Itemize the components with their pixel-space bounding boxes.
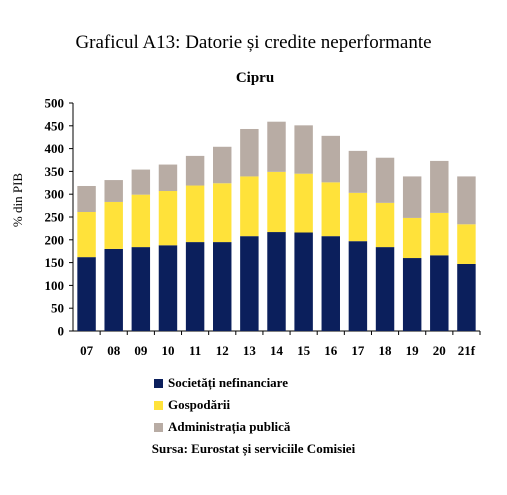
x-tick-label: 09 xyxy=(134,343,148,358)
bar-government-19 xyxy=(402,176,422,218)
y-tick-label: 300 xyxy=(45,187,65,202)
bar-nonfinancial-09 xyxy=(131,247,151,331)
y-tick-label: 200 xyxy=(45,232,65,247)
bar-households-17 xyxy=(348,192,368,242)
x-tick-label: 12 xyxy=(216,343,229,358)
x-tick-label: 08 xyxy=(107,343,121,358)
bar-households-07 xyxy=(77,211,96,258)
bar-government-16 xyxy=(321,135,340,183)
bar-nonfinancial-12 xyxy=(213,242,232,331)
bar-households-16 xyxy=(321,182,340,237)
bar-households-18 xyxy=(375,202,395,248)
legend-label-government: Administrația publică xyxy=(168,419,291,434)
y-tick-label: 400 xyxy=(45,141,65,156)
bar-nonfinancial-15 xyxy=(294,232,313,331)
x-tick-label: 07 xyxy=(80,343,94,358)
bar-households-21f xyxy=(457,224,476,264)
legend-item-nonfinancial: Societăți nefinanciare xyxy=(154,372,290,394)
x-tick-label: 18 xyxy=(379,343,393,358)
y-tick-label: 450 xyxy=(45,118,65,133)
x-tick-label: 20 xyxy=(433,343,446,358)
bar-government-07 xyxy=(77,185,96,212)
legend-swatch-households xyxy=(154,400,163,410)
bar-government-08 xyxy=(104,180,123,202)
bar-households-09 xyxy=(131,194,151,248)
bar-government-21f xyxy=(457,176,476,225)
legend-item-households: Gospodării xyxy=(154,394,290,416)
bars-group xyxy=(77,121,476,331)
bar-households-20 xyxy=(430,212,449,256)
y-tick-label: 500 xyxy=(45,96,65,111)
bar-government-10 xyxy=(158,164,178,192)
bar-households-08 xyxy=(104,201,123,249)
x-tick-label: 16 xyxy=(324,343,338,358)
bar-nonfinancial-10 xyxy=(158,245,178,331)
bar-government-12 xyxy=(213,146,232,184)
bar-nonfinancial-21f xyxy=(457,263,476,331)
bar-nonfinancial-20 xyxy=(430,255,449,331)
x-tick-label: 14 xyxy=(270,343,284,358)
bar-households-15 xyxy=(294,173,313,233)
y-ticks: 0 50 100 150 200 250 300 350 400 450 500 xyxy=(45,96,73,339)
x-tick-label: 15 xyxy=(297,343,311,358)
legend-item-government: Administrația publică xyxy=(154,416,290,438)
bar-government-13 xyxy=(240,128,259,177)
bar-government-18 xyxy=(375,157,395,203)
x-tick-label: 17 xyxy=(351,343,365,358)
bar-households-13 xyxy=(240,176,259,237)
bar-households-10 xyxy=(158,191,178,246)
y-axis-label: % din PIB xyxy=(10,173,25,228)
bar-nonfinancial-07 xyxy=(77,257,96,331)
legend: Societăți nefinanciare Gospodării Admini… xyxy=(154,372,290,438)
x-tick-label: 21f xyxy=(458,343,476,358)
bar-nonfinancial-13 xyxy=(240,236,259,331)
legend-swatch-nonfinancial xyxy=(154,378,163,388)
bar-nonfinancial-17 xyxy=(348,241,368,331)
bar-nonfinancial-08 xyxy=(104,248,123,331)
bar-households-14 xyxy=(267,171,286,233)
bar-households-12 xyxy=(213,183,232,243)
chart-title: Cipru xyxy=(236,70,274,86)
bar-nonfinancial-19 xyxy=(402,258,422,331)
y-tick-label: 100 xyxy=(45,278,65,293)
x-ticks: 07 08 09 10 11 12 13 14 15 16 17 18 19 20 21f xyxy=(80,331,481,358)
x-tick-label: 13 xyxy=(243,343,257,358)
bar-nonfinancial-11 xyxy=(185,242,205,331)
y-tick-label: 50 xyxy=(51,301,64,316)
y-tick-label: 150 xyxy=(45,255,65,270)
bar-government-11 xyxy=(185,155,205,186)
bar-households-11 xyxy=(185,185,205,243)
bar-government-14 xyxy=(267,121,286,172)
bar-households-19 xyxy=(402,217,422,259)
bar-nonfinancial-16 xyxy=(321,236,340,331)
y-tick-label: 350 xyxy=(45,164,65,179)
legend-swatch-government xyxy=(154,422,163,432)
x-tick-label: 11 xyxy=(189,343,201,358)
bar-government-09 xyxy=(131,169,151,195)
bar-government-20 xyxy=(430,160,449,213)
legend-label-nonfinancial: Societăți nefinanciare xyxy=(168,375,288,390)
bar-government-15 xyxy=(294,125,313,174)
main-title: Graficul A13: Datorie și credite neperfo… xyxy=(75,32,432,53)
bar-government-17 xyxy=(348,150,368,193)
source-note: Sursa: Eurostat și serviciile Comisiei xyxy=(151,441,356,456)
legend-label-households: Gospodării xyxy=(168,397,231,412)
x-tick-label: 10 xyxy=(161,343,174,358)
y-tick-label: 0 xyxy=(58,324,65,339)
bar-nonfinancial-14 xyxy=(267,232,286,331)
y-tick-label: 250 xyxy=(45,210,65,225)
bar-nonfinancial-18 xyxy=(375,247,395,331)
x-tick-label: 19 xyxy=(406,343,420,358)
